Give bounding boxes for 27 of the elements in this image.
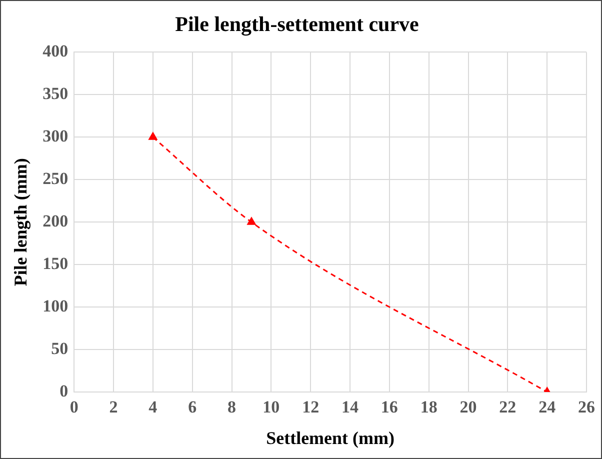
- x-tick-label: 24: [538, 398, 556, 417]
- y-tick-label: 250: [42, 169, 68, 188]
- y-tick-label: 50: [51, 338, 68, 358]
- x-tick-label: 8: [228, 398, 236, 417]
- x-tick-label: 4: [148, 398, 158, 417]
- y-tick-label: 100: [42, 296, 68, 316]
- x-tick-label: 22: [499, 398, 516, 417]
- point: [247, 217, 256, 225]
- y-axis-title: Pile length (mm): [10, 158, 30, 286]
- chart-title: Pile length-settement curve: [175, 12, 419, 36]
- x-axis-title: Settlement (mm): [266, 428, 395, 448]
- y-tick-label: 350: [42, 84, 68, 104]
- x-tick-label: 10: [262, 398, 280, 417]
- y-tick-label: 150: [42, 254, 68, 273]
- y-tick-label: 200: [42, 211, 68, 230]
- y-tick-label: 300: [42, 126, 68, 146]
- x-tick-label: 18: [420, 398, 438, 417]
- x-tick-label: 6: [188, 398, 197, 417]
- x-tick-label: 20: [460, 398, 477, 417]
- x-tick-label: 16: [380, 398, 398, 417]
- point: [148, 132, 158, 140]
- y-tick-label: 0: [60, 381, 68, 400]
- x-tick-label: 26: [578, 398, 595, 417]
- x-tick-label: 2: [109, 398, 118, 417]
- x-tick-label: 12: [302, 398, 320, 417]
- y-tick-label: 400: [42, 42, 68, 61]
- x-tick-label: 14: [342, 398, 360, 417]
